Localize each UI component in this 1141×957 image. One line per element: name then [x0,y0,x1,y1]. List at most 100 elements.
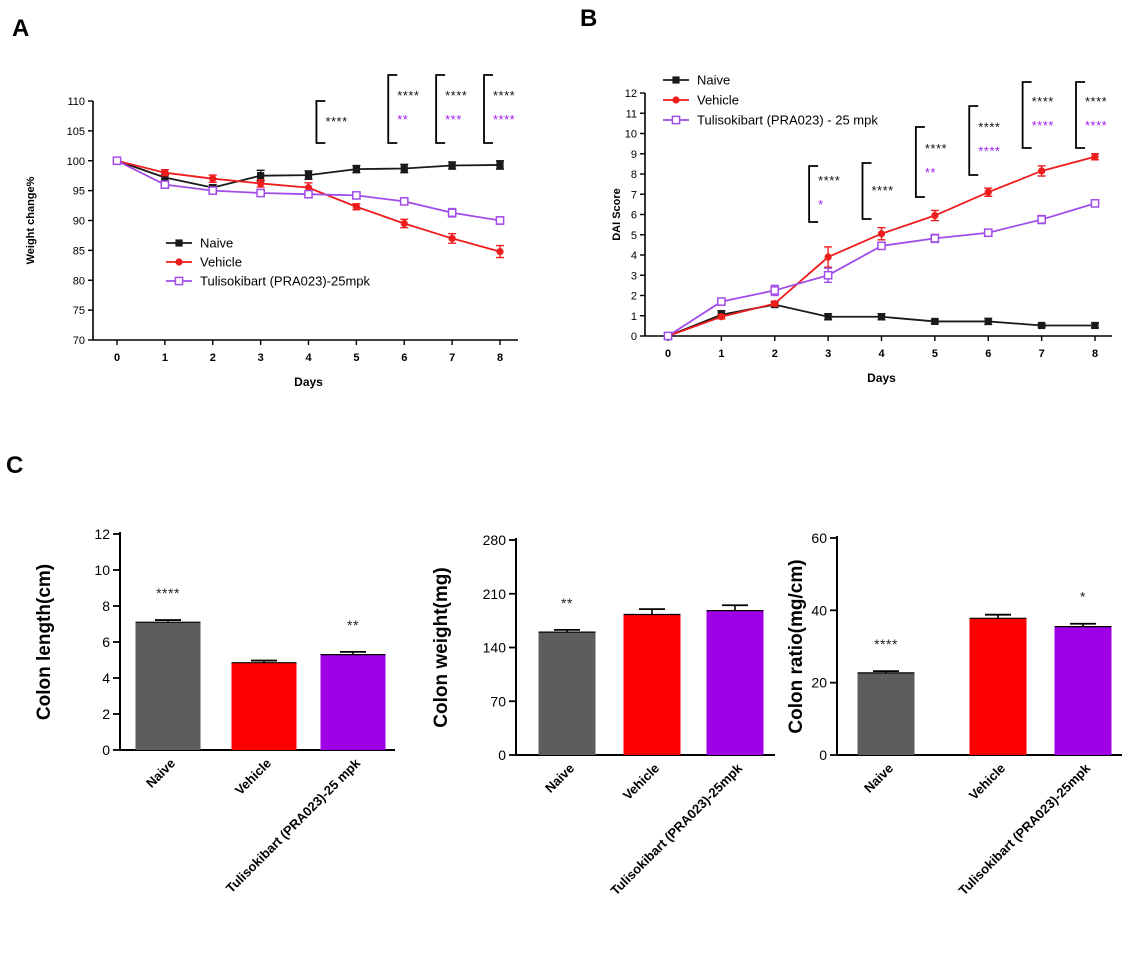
data-point-naive [1091,321,1099,330]
x-tick-label: 1 [162,352,168,364]
bar-tulisokibart [320,654,386,750]
data-point-vehicle [257,179,265,188]
significance-stars: ** [561,595,573,611]
y-tick-label: 100 [67,156,85,168]
significance-stars-naive: **** [818,173,840,188]
significance-stars-tulisokibart: ** [925,165,936,180]
y-tick-label: 8 [102,598,110,614]
y-tick-label: 10 [625,129,637,141]
y-tick-label: 11 [626,108,637,120]
series-vehicle [113,157,504,259]
data-point-tulisokibart [112,156,122,166]
data-point-vehicle [209,175,217,183]
y-tick-label: 2 [102,706,110,722]
data-point-vehicle [877,230,886,238]
x-tick-label: 0 [665,348,671,360]
data-point-tulisokibart [1037,215,1046,224]
data-point-vehicle [304,184,313,192]
legend-marker-vehicle [175,258,183,266]
data-point-naive [257,172,265,180]
data-point-vehicle [717,313,725,321]
significance-bracket [1075,81,1085,149]
y-tick-label: 10 [94,562,110,578]
data-point-naive [496,161,504,169]
data-point-vehicle [400,219,408,228]
y-tick-label: 12 [94,526,110,542]
x-tick-label: 6 [985,348,991,360]
y-tick-label: 4 [631,250,637,262]
data-point-tulisokibart [1090,199,1100,208]
x-tick-label: 1 [718,348,724,360]
significance-bracket [914,126,925,198]
significance-stars: **** [874,636,898,652]
significance-stars-tulisokibart: **** [1032,118,1054,133]
y-tick-label: 80 [73,275,85,287]
significance-stars: * [1080,589,1086,605]
series-tulisokibart [663,199,1100,341]
legend-marker-tulisokibart [174,276,184,286]
y-tick-label: 8 [631,169,637,181]
category-label: Vehicle [620,761,662,803]
legend-marker-naive [672,76,680,84]
y-tick-label: 9 [631,149,637,161]
y-tick-label: 140 [483,640,507,656]
panel-label-a: A [12,15,29,42]
category-label: Naive [542,761,577,796]
significance-stars-naive: **** [925,141,947,156]
x-tick-label: 5 [932,348,938,360]
significance-stars-tulisokibart: *** [445,112,462,127]
significance-bracket [808,165,819,223]
bar-vehicle [969,618,1027,755]
y-axis-label: Colon length(cm) [34,564,55,720]
legend-label-vehicle: Vehicle [697,93,739,108]
data-point-naive [352,165,360,173]
y-tick-label: 3 [631,270,637,282]
significance-stars-naive: **** [1032,94,1054,109]
data-point-tulisokibart [399,197,409,206]
significance-stars-naive: **** [397,88,419,103]
y-tick-label: 95 [73,186,85,198]
data-point-naive [984,317,992,326]
y-tick-label: 0 [498,747,506,763]
significance-bracket [861,162,872,220]
significance-stars: **** [156,585,180,601]
data-point-vehicle [352,203,360,211]
legend-label-tulisokibart: Tulisokibart (PRA023) - 25 mpk [697,113,878,128]
significance-stars-tulisokibart: **** [1085,118,1107,133]
significance-stars-naive: **** [872,183,894,198]
significance-bracket [483,74,493,144]
y-tick-label: 110 [67,96,85,108]
x-tick-label: 7 [1039,348,1045,360]
bar-vehicle [623,614,681,755]
y-tick-label: 5 [631,230,637,242]
significance-bracket [315,100,326,144]
data-point-naive [304,171,313,179]
panel-label-b: B [580,5,597,32]
y-tick-label: 280 [483,532,507,548]
data-point-vehicle [984,188,992,196]
legend-marker-tulisokibart [671,115,681,125]
data-point-naive [448,161,456,170]
y-tick-label: 90 [73,216,85,228]
significance-stars-naive: **** [445,88,467,103]
data-point-tulisokibart [983,228,993,238]
data-point-tulisokibart [663,331,673,341]
data-point-vehicle [161,169,169,177]
y-axis-label: Colon weight(mg) [431,567,452,727]
data-point-naive [1038,321,1046,330]
data-point-naive [824,313,832,321]
colon-length-chart: 0 2 4 6 8 10 12 Colon length(cm) **** Naive Vehicl… [34,526,395,896]
y-tick-label: 75 [73,305,85,317]
category-label: Vehicle [232,756,274,798]
data-point-vehicle [1091,153,1099,161]
series-naive [664,301,1099,340]
data-point-naive [877,313,886,321]
y-axis-label: Weight change% [25,176,37,264]
significance-stars: ** [347,617,359,633]
data-point-tulisokibart [717,297,726,306]
bar-naive [538,632,596,755]
x-tick-label: 3 [258,352,264,364]
bar-naive [857,672,915,755]
y-tick-label: 40 [811,602,827,618]
